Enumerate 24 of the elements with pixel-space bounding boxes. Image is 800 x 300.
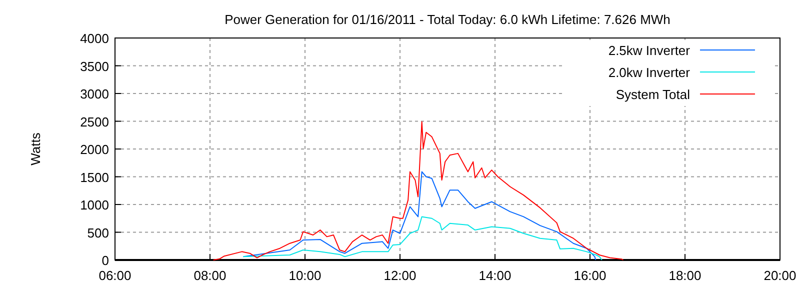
x-tick-label: 16:00 xyxy=(574,268,606,283)
x-tick-label: 08:00 xyxy=(194,268,226,283)
y-tick-label: 1500 xyxy=(80,170,109,185)
legend-label: System Total xyxy=(616,87,690,102)
y-tick-label: 3500 xyxy=(80,58,109,74)
x-tick-label: 14:00 xyxy=(478,268,512,283)
legend-label: 2.5kw Inverter xyxy=(608,43,691,58)
y-tick-label: 2000 xyxy=(80,142,109,157)
x-tick-label: 18:00 xyxy=(668,268,702,283)
x-tick-label: 10:00 xyxy=(288,268,322,283)
legend-label: 2.0kw Inverter xyxy=(608,65,691,80)
x-tick-label: 20:00 xyxy=(764,268,796,283)
y-tick-label: 1000 xyxy=(80,198,109,212)
y-tick-label: 2500 xyxy=(80,114,109,130)
line-series xyxy=(212,121,624,260)
x-tick-label: 12:00 xyxy=(384,268,416,283)
line-series xyxy=(242,216,602,260)
y-axis-title: Watts xyxy=(28,132,43,166)
x-tick-label: 06:00 xyxy=(98,268,132,283)
y-tick-label: 4000 xyxy=(80,31,109,46)
y-tick-label: 500 xyxy=(87,225,109,240)
y-tick-label: 0 xyxy=(102,253,109,268)
chart-title: Power Generation for 01/16/2011 - Total Today: 6.0 kWh Lifetime: 7.626 MWh xyxy=(224,12,670,27)
y-tick-label: 3000 xyxy=(80,86,109,102)
